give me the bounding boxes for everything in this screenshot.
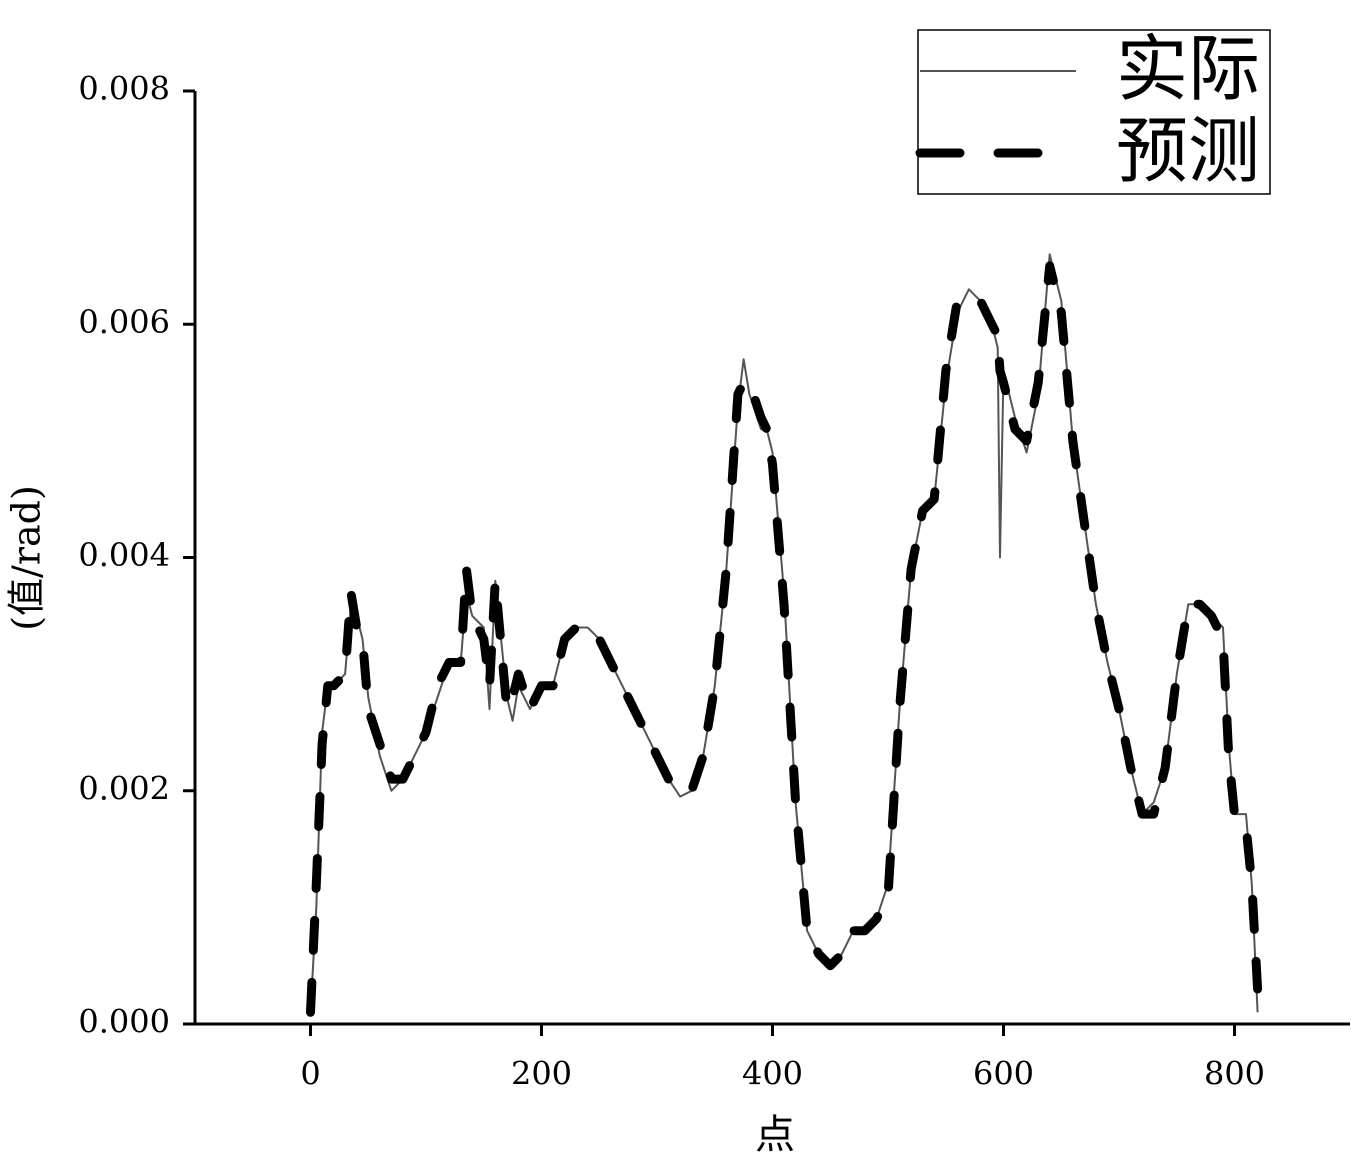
y-tick-label: 0.004 xyxy=(78,536,170,574)
legend-label: 预测 xyxy=(1116,109,1260,193)
x-tick-label: 200 xyxy=(511,1055,572,1093)
legend-box xyxy=(917,29,1271,195)
legend-label: 实际 xyxy=(1116,27,1260,111)
y-tick-label: 0.008 xyxy=(78,70,170,108)
x-tick-label: 800 xyxy=(1204,1055,1265,1093)
series-line xyxy=(306,261,1263,1017)
y-tick-label: 0.002 xyxy=(78,769,170,807)
y-tick-label: 0.006 xyxy=(78,303,170,341)
y-tick-label: 0.000 xyxy=(78,1003,170,1041)
y-axis-label: (值/rad) xyxy=(5,485,49,631)
series-line xyxy=(309,253,1259,1013)
x-tick-label: 400 xyxy=(742,1055,803,1093)
x-tick-label: 600 xyxy=(973,1055,1034,1093)
x-axis-label: 点 xyxy=(755,1112,795,1158)
x-tick-label: 0 xyxy=(300,1055,320,1093)
